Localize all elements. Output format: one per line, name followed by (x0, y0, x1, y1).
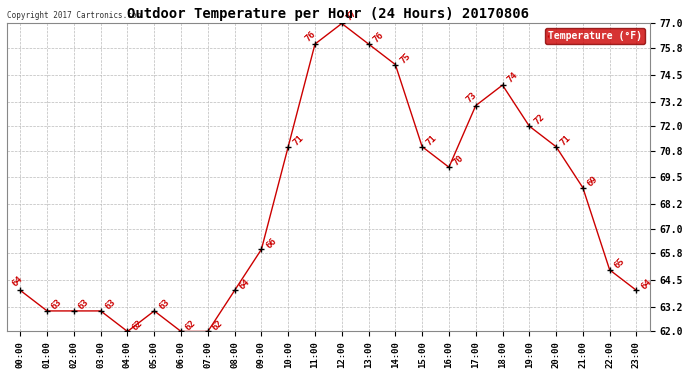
Text: 73: 73 (464, 91, 479, 105)
Text: 65: 65 (613, 256, 627, 270)
Text: 62: 62 (210, 318, 224, 332)
Text: 71: 71 (559, 134, 573, 147)
Text: 63: 63 (50, 298, 64, 312)
Text: 64: 64 (237, 277, 251, 291)
Text: 63: 63 (104, 298, 117, 312)
Text: 75: 75 (398, 51, 412, 65)
Text: 71: 71 (425, 134, 439, 147)
Text: 66: 66 (264, 236, 278, 250)
Text: 63: 63 (77, 298, 90, 312)
Text: 70: 70 (452, 154, 466, 168)
Text: 64: 64 (10, 274, 25, 288)
Text: 71: 71 (291, 134, 305, 147)
Text: 74: 74 (505, 70, 520, 84)
Text: 76: 76 (304, 29, 318, 43)
Text: 76: 76 (371, 31, 385, 45)
Text: 77: 77 (344, 9, 359, 23)
Text: 62: 62 (184, 318, 198, 332)
Text: 64: 64 (639, 277, 653, 291)
Text: Copyright 2017 Cartronics.com: Copyright 2017 Cartronics.com (7, 11, 141, 20)
Title: Outdoor Temperature per Hour (24 Hours) 20170806: Outdoor Temperature per Hour (24 Hours) … (128, 7, 529, 21)
Text: 63: 63 (157, 298, 171, 312)
Legend: Temperature (°F): Temperature (°F) (545, 28, 645, 44)
Text: 69: 69 (586, 174, 600, 188)
Text: 72: 72 (532, 113, 546, 127)
Text: 62: 62 (130, 318, 144, 332)
